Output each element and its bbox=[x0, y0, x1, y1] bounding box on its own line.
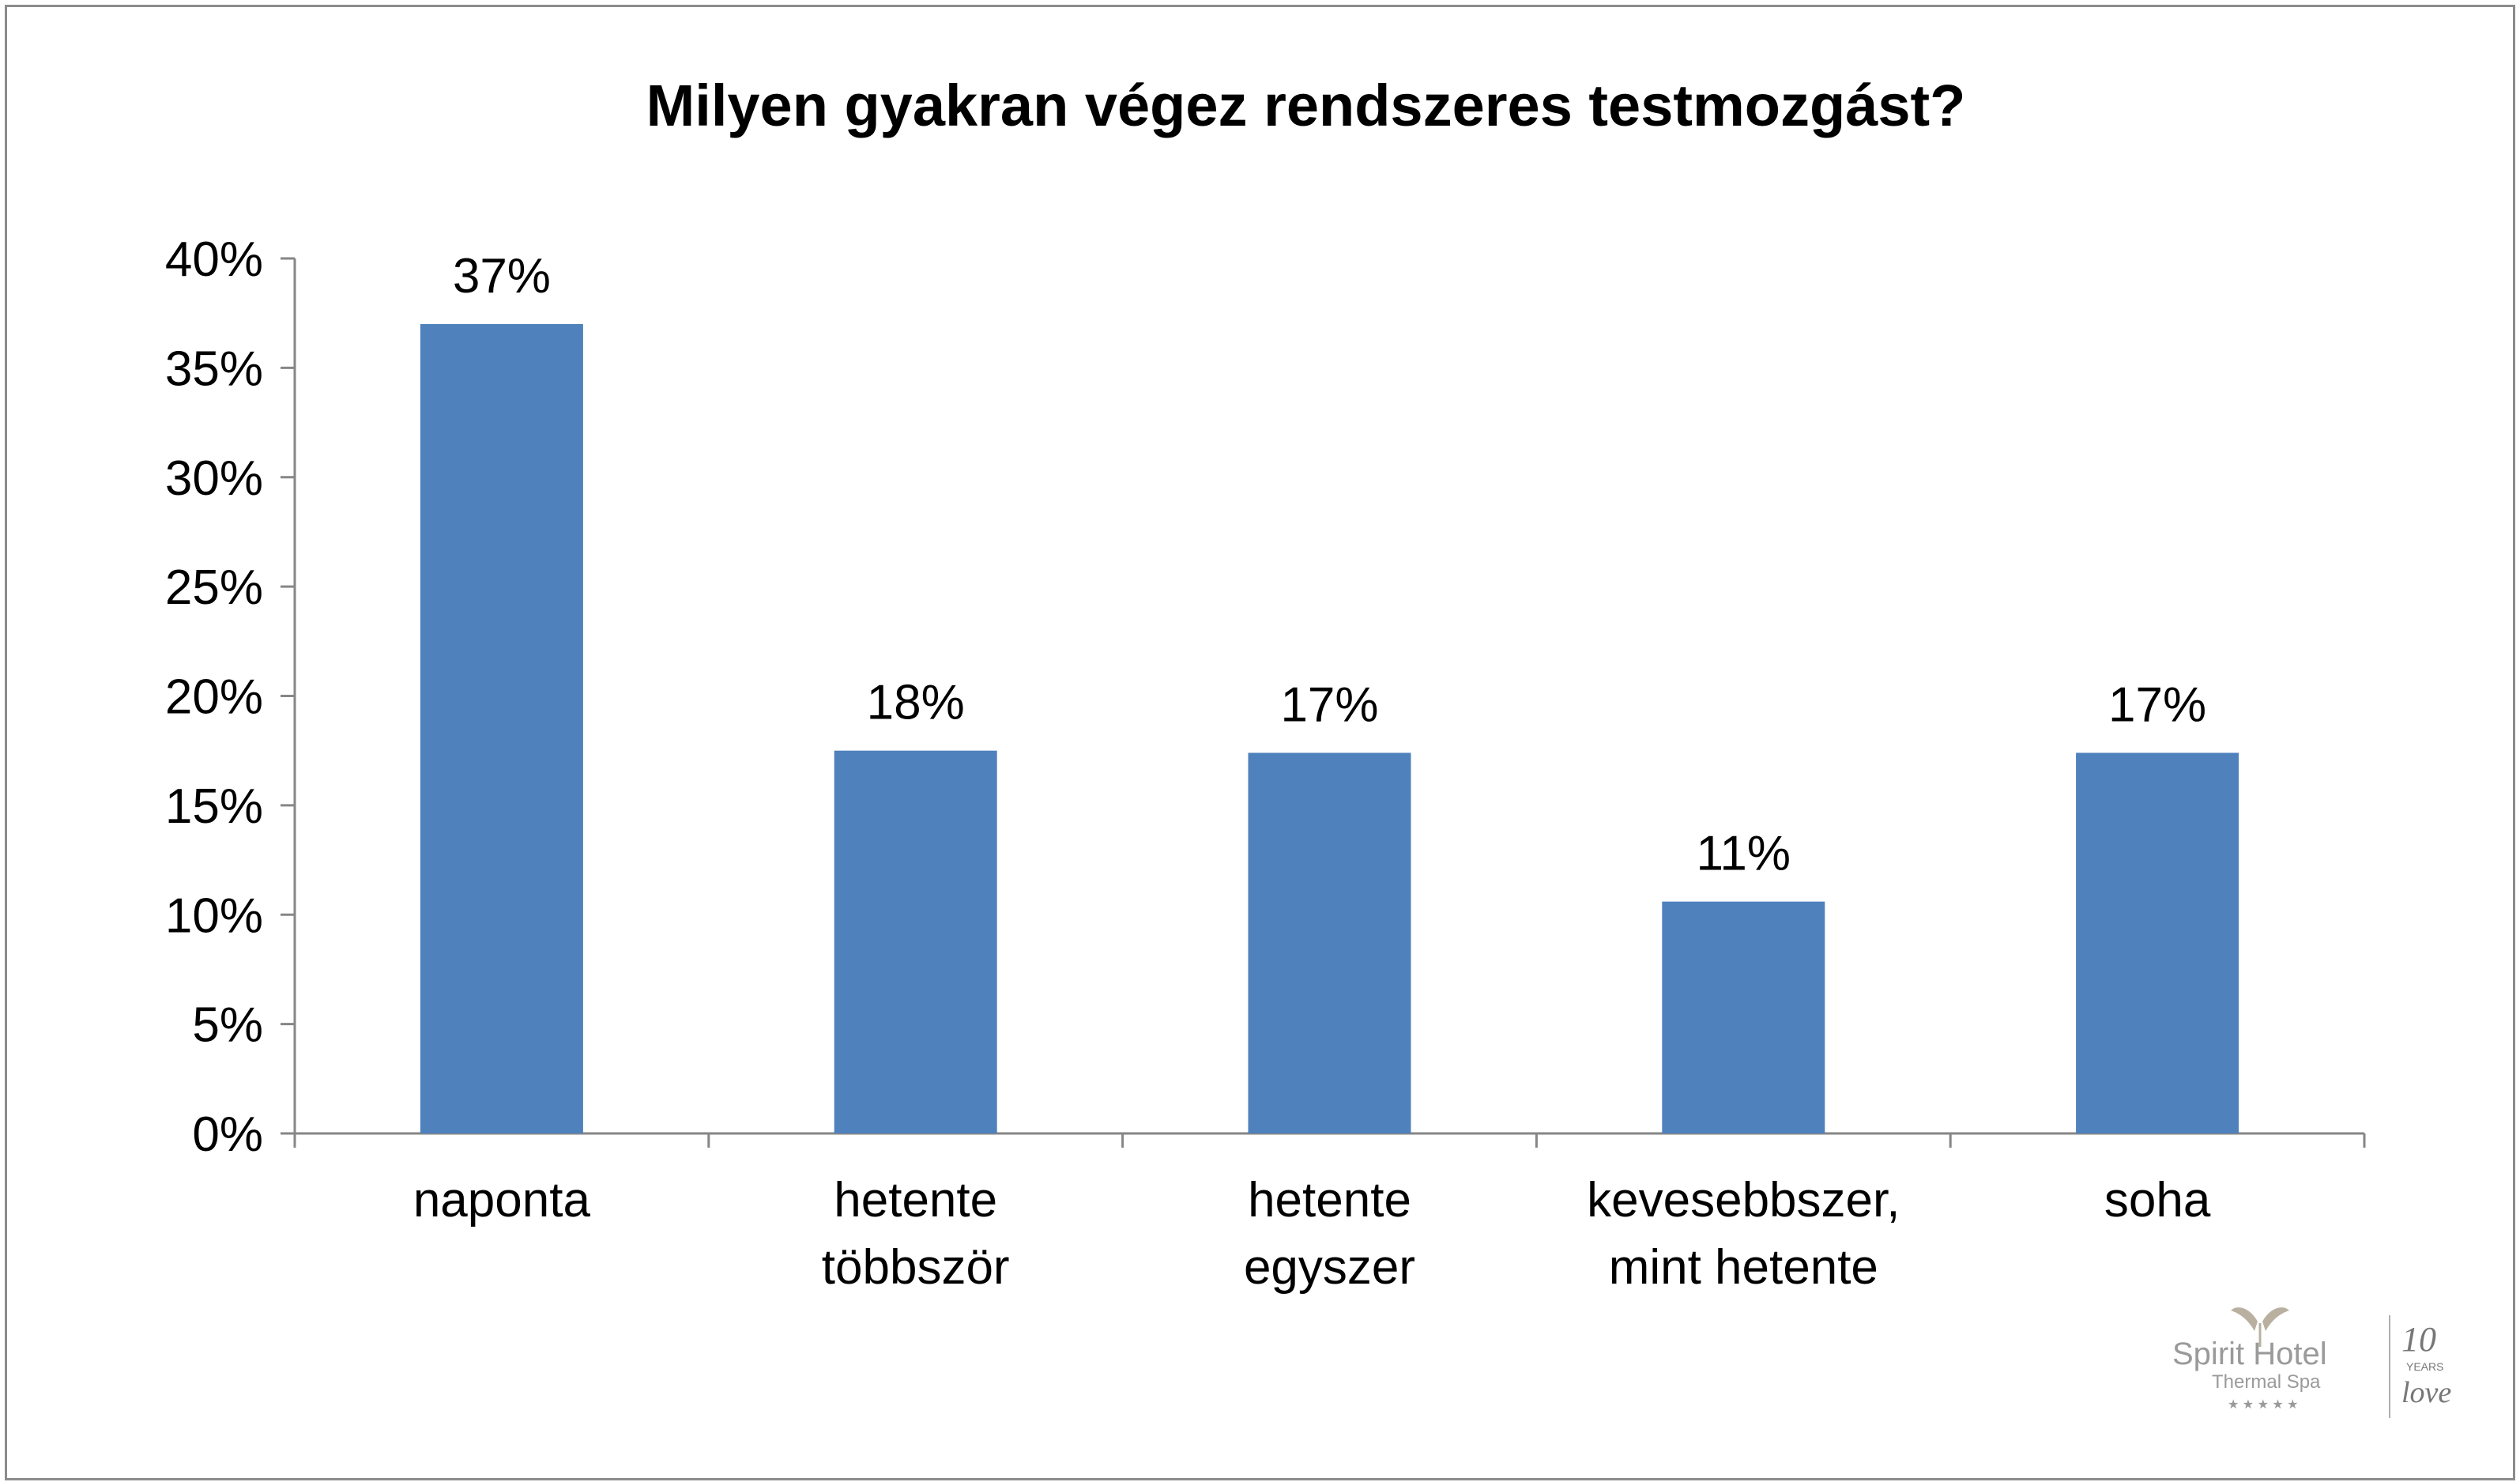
y-tick-label: 0% bbox=[192, 1107, 263, 1162]
logo-sub: Thermal Spa bbox=[2212, 1371, 2321, 1393]
bar bbox=[834, 750, 997, 1133]
y-tick-label: 35% bbox=[165, 341, 263, 396]
chart-title: Milyen gyakran végez rendszeres testmozg… bbox=[646, 73, 1966, 138]
y-tick-label: 5% bbox=[192, 998, 263, 1053]
svg-text:★ ★ ★ ★ ★: ★ ★ ★ ★ ★ bbox=[2228, 1398, 2299, 1412]
bar bbox=[420, 324, 583, 1133]
bar bbox=[1248, 752, 1411, 1133]
data-label: 17% bbox=[2108, 677, 2206, 732]
x-tick-label: naponta bbox=[413, 1173, 591, 1227]
x-tick-label: soha bbox=[2104, 1173, 2211, 1227]
x-tick-label: hetente többször bbox=[822, 1173, 1010, 1295]
y-tick-label: 30% bbox=[165, 451, 263, 506]
x-tick-label: kevesebbszer, mint hetente bbox=[1587, 1173, 1900, 1295]
data-label: 11% bbox=[1697, 827, 1791, 881]
x-tick-label: hetente egyszer bbox=[1244, 1173, 1415, 1295]
logo-love: love bbox=[2401, 1376, 2451, 1409]
data-label: 37% bbox=[453, 249, 551, 304]
logo-years-number: 10 bbox=[2401, 1320, 2436, 1359]
logo-years-word: YEARS bbox=[2406, 1360, 2443, 1373]
bar bbox=[1662, 901, 1825, 1133]
y-tick-label: 20% bbox=[165, 670, 263, 725]
bar bbox=[2076, 752, 2239, 1133]
logo-brand: Spirit Hotel bbox=[2172, 1337, 2327, 1371]
bar-chart: Milyen gyakran végez rendszeres testmozg… bbox=[165, 73, 2366, 1295]
y-tick-label: 40% bbox=[165, 232, 263, 287]
spirit-hotel-logo: Spirit Hotel Thermal Spa ★ ★ ★ ★ ★ 10 YE… bbox=[2172, 1307, 2451, 1418]
data-label: 18% bbox=[867, 676, 965, 730]
chart-frame: Milyen gyakran végez rendszeres testmozg… bbox=[5, 5, 2515, 1480]
y-tick-label: 15% bbox=[165, 779, 263, 834]
y-tick-label: 10% bbox=[165, 888, 263, 943]
y-tick-label: 25% bbox=[165, 560, 263, 615]
logo-stars: ★ ★ ★ ★ ★ bbox=[2228, 1398, 2299, 1412]
data-label: 17% bbox=[1280, 677, 1378, 732]
